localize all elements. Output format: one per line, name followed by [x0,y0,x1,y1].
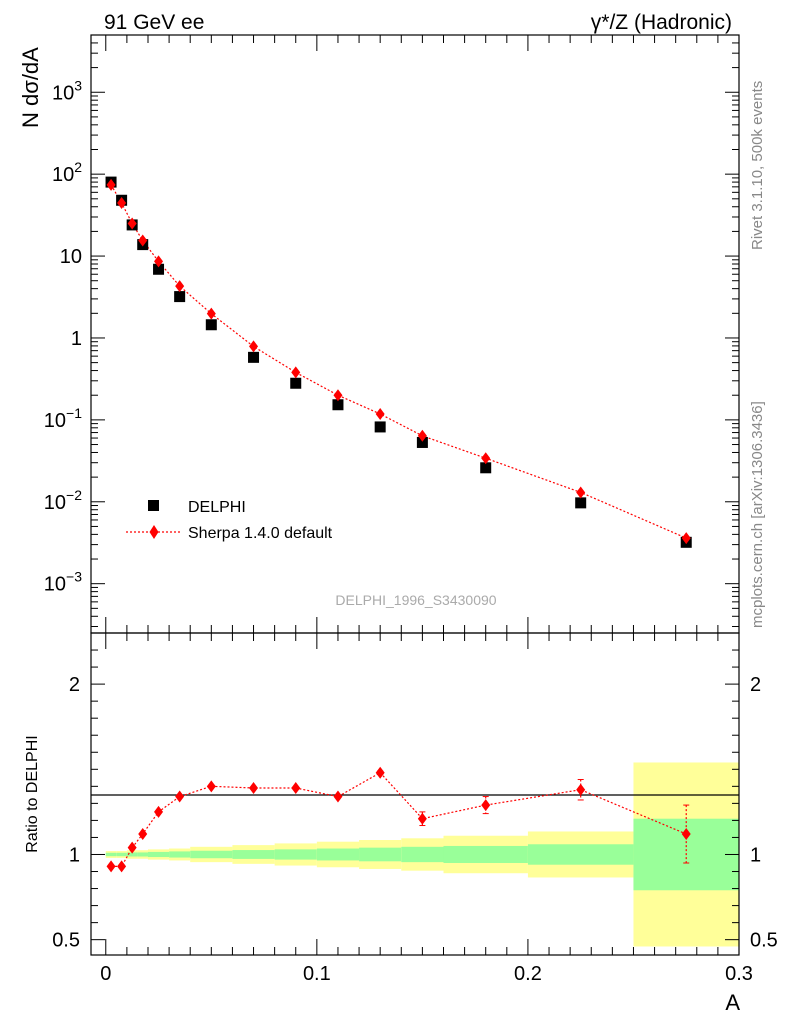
ratio-band-inner [274,849,317,860]
sherpa-point [127,217,137,230]
ratio-band-inner [169,851,191,858]
legend-label-sherpa: Sherpa 1.4.0 default [188,525,333,542]
ratio-band-inner [359,847,402,862]
ratio-sherpa-point [206,780,216,793]
sherpa-point [106,178,116,191]
main-y-tick-label: 103 [52,77,82,104]
sherpa-point [681,532,691,545]
ratio-y-tick-label-right: 1 [750,844,761,866]
ratio-sherpa-point [576,783,586,796]
sherpa-point [249,340,259,353]
x-tick-label: 0.2 [514,963,542,985]
ratio-sherpa-point [375,766,385,779]
delphi-point [374,421,386,433]
delphi-point [416,436,428,448]
sherpa-point [138,234,148,247]
ratio-y-tick-label-right: 0.5 [750,930,778,952]
ratio-band-inner [116,852,127,857]
ratio-frame [90,632,740,956]
ratio-band-inner [527,844,634,865]
main-y-tick-label: 10−3 [44,569,82,596]
left-title: 91 GeV ee [104,11,204,34]
delphi-point [332,399,344,411]
ratio-panel: 0 0.1 0.2 0.3 0.5 0.5 1 1 2 2 Ratio to DELPHI A [24,632,778,1015]
sherpa-point [175,280,185,293]
main-ylabel: N dσ/dA [18,47,43,128]
x-axis-label: A [725,990,740,1015]
main-y-tick-label: 10 [60,246,82,268]
delphi-point [575,497,587,509]
ratio-sherpa-point [138,828,148,841]
main-y-tick-label: 10−2 [44,487,82,514]
ratio-band-inner [126,852,138,857]
main-y-tick-label: 1 [71,328,82,350]
sherpa-point [333,389,343,402]
legend-marker-sherpa [149,525,159,539]
ratio-band-inner [401,846,444,863]
ratio-band-inner [137,852,148,857]
main-y-tick-label: 102 [52,159,82,186]
rivet-label: Rivet 3.1.10, 500k events [749,81,766,250]
ratio-sherpa-point [117,860,127,873]
x-tick-label: 0.3 [725,963,753,985]
ratio-band-inner [105,852,117,857]
ratio-band-inner [147,851,170,858]
sherpa-point [417,429,427,442]
watermark: DELPHI_1996_S3430090 [335,592,496,608]
delphi-point [174,291,186,303]
sherpa-line [110,184,687,539]
legend: DELPHI Sherpa 1.4.0 default [126,499,333,542]
ratio-sherpa-point [249,782,259,795]
delphi-point [480,462,492,474]
ratio-sherpa-point [175,790,185,803]
legend-label-delphi: DELPHI [188,499,246,516]
ratio-sherpa-point [481,799,491,812]
ratio-sherpa-point [106,860,116,873]
ratio-y-tick-label-right: 2 [750,674,761,696]
x-tick-label: 0 [100,963,111,985]
delphi-point [153,263,165,275]
ratio-sherpa-line [111,771,687,868]
ratio-sherpa-point [417,812,427,825]
main-y-tick-label: 10−1 [44,405,82,432]
mcplots-label: mcplots.cern.ch [arXiv:1306.3436] [749,401,766,628]
ratio-band-inner [316,848,360,861]
ratio-y-tick-label: 0.5 [52,930,80,952]
right-title: γ*/Z (Hadronic) [591,11,732,34]
ratio-sherpa-point [681,828,691,841]
sherpa-point [117,196,127,209]
main-frame [90,34,740,634]
sherpa-point [154,255,164,268]
sherpa-point [481,452,491,465]
ratio-y-tick-label: 2 [69,674,80,696]
ratio-band-inner [232,850,275,859]
ratio-sherpa-point [291,782,301,795]
ratio-y-tick-label: 1 [69,844,80,866]
ratio-sherpa-point [333,790,343,803]
ratio-ylabel: Ratio to DELPHI [24,735,41,852]
ratio-sherpa-point [127,841,137,854]
ratio-band-inner [190,850,233,859]
sherpa-point [375,407,385,420]
sherpa-point [576,486,586,499]
delphi-point [248,351,260,363]
sherpa-point [206,307,216,320]
delphi-point [205,319,217,331]
delphi-point [290,377,302,389]
x-tick-label: 0.1 [303,963,331,985]
ratio-band-inner [443,845,528,863]
sherpa-point [291,366,301,379]
legend-marker-delphi [148,500,159,511]
ratio-sherpa-point [154,805,164,818]
